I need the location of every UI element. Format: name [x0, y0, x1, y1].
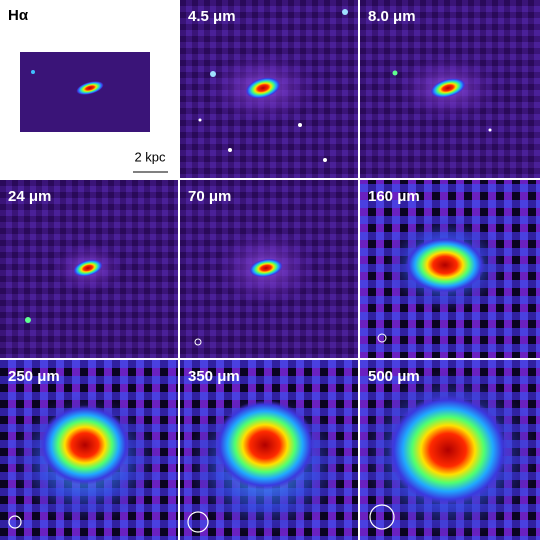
- panel-label: 4.5 μm: [188, 8, 236, 25]
- panel: 350 μm: [180, 360, 358, 540]
- panel: 8.0 μm: [360, 0, 540, 178]
- panel-label: 500 μm: [368, 368, 420, 385]
- panel: 4.5 μm: [180, 0, 358, 178]
- scale-bar-label: 2 kpc: [134, 149, 166, 164]
- panel: 70 μm: [180, 180, 358, 358]
- panel-label: 350 μm: [188, 368, 240, 385]
- panel-label: 250 μm: [8, 368, 60, 385]
- panel: Hα 2 kpc: [0, 0, 178, 178]
- panel-label: 8.0 μm: [368, 8, 416, 25]
- panel: 160 μm: [360, 180, 540, 358]
- panel-label: Hα: [8, 7, 29, 24]
- panel: 24 μm: [0, 180, 178, 358]
- panel-label: 160 μm: [368, 188, 420, 205]
- panel: 250 μm: [0, 360, 178, 540]
- panel-label: 24 μm: [8, 188, 51, 205]
- panel-label: 70 μm: [188, 188, 231, 205]
- panel: 500 μm: [358, 360, 540, 540]
